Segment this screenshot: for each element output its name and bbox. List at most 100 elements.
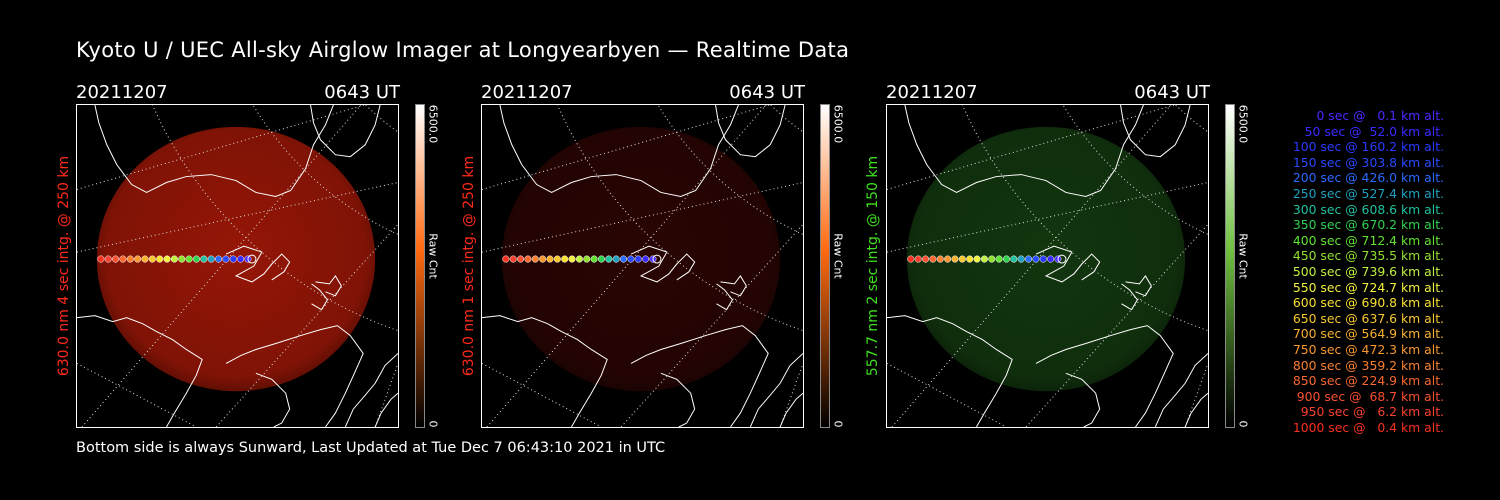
panel-3-map-svg (887, 105, 1208, 427)
coastline (482, 315, 608, 427)
coastline (779, 392, 803, 427)
trajectory-point (1047, 255, 1055, 263)
panel-1-time: 0643 UT (324, 82, 400, 103)
panel-3-cbar-max: 6500.0 (1236, 104, 1250, 144)
trajectory-point (914, 255, 922, 263)
panel-1-ylabel-text: 630.0 nm 4 sec intg. @ 250 km (56, 155, 72, 377)
panel-2-cbar-max: 6500.0 (831, 104, 845, 144)
panel-2-cbar-min: 0 (831, 420, 845, 428)
trajectory-point (995, 255, 1003, 263)
legend-entry: 0 sec @ 0.1 km alt. (1316, 108, 1444, 123)
panel-3-colorbar (1225, 104, 1235, 428)
trajectory-point (524, 255, 532, 263)
trajectory-point (988, 255, 996, 263)
trajectory-point (627, 255, 635, 263)
coastline (630, 245, 696, 283)
coastline (77, 315, 203, 427)
coastline (225, 325, 364, 427)
legend-entry: 50 sec @ 52.0 km alt. (1304, 123, 1444, 139)
coastline (315, 275, 342, 297)
coastline (715, 105, 786, 158)
trajectory-point (200, 255, 208, 263)
trajectory-point (922, 255, 930, 263)
panel-3-time: 0643 UT (1134, 82, 1210, 103)
legend-entry: 150 sec @ 303.8 km alt. (1292, 154, 1444, 170)
trajectory-point (229, 255, 237, 263)
trajectory-point (1017, 255, 1025, 263)
legend-entry: 650 sec @ 637.6 km alt. (1292, 310, 1444, 326)
coastline (904, 105, 1144, 197)
legend-entry: 750 sec @ 472.3 km alt. (1292, 341, 1444, 357)
coastline (310, 105, 381, 158)
coastline (1065, 372, 1101, 427)
trajectory-point (634, 255, 642, 263)
trajectory-point (980, 255, 988, 263)
coastline (499, 105, 739, 197)
trajectory-point (178, 255, 186, 263)
trajectory-point (1032, 255, 1040, 263)
trajectory-point (966, 255, 974, 263)
meridian-line (887, 105, 1176, 190)
coastline (94, 105, 334, 197)
trajectory-point (509, 255, 517, 263)
panel-3-cbar-unit: Raw Cnt (1236, 233, 1250, 279)
trajectory-point (237, 255, 245, 263)
coastline (1125, 275, 1152, 297)
panel-1-map-svg (77, 105, 398, 427)
legend-entry: 350 sec @ 670.2 km alt. (1292, 217, 1444, 233)
panel-3-cbar-min: 0 (1236, 420, 1250, 428)
meridian-line (620, 223, 803, 427)
meridian-line (215, 223, 398, 427)
trajectory-point (936, 255, 944, 263)
panel-2-map (481, 104, 804, 428)
trajectory-point (134, 255, 142, 263)
panel-3-ylabel: 557.7 nm 2 sec intg. @ 150 km (863, 104, 883, 428)
trajectory-point (1010, 255, 1018, 263)
trajectory-endpoint (247, 254, 257, 264)
meridian-line (891, 105, 1172, 427)
coastline (1120, 105, 1191, 158)
trajectory-point (502, 255, 510, 263)
panel-2-date: 20211207 (481, 82, 573, 103)
panel-1-cbar-min: 0 (426, 420, 440, 428)
trajectory-point (156, 255, 164, 263)
coastline (887, 315, 1013, 427)
coastline (225, 245, 291, 283)
legend-entry: 100 sec @ 160.2 km alt. (1292, 139, 1444, 155)
trajectory-point (605, 255, 613, 263)
legend-entry: 200 sec @ 426.0 km alt. (1292, 170, 1444, 186)
legend-entry: 500 sec @ 739.6 km alt. (1292, 263, 1444, 279)
legend-entry: 300 sec @ 608.6 km alt. (1292, 201, 1444, 217)
trajectory-point (642, 255, 650, 263)
coastline (1184, 392, 1208, 427)
trajectory-point (119, 255, 127, 263)
trajectory-point (104, 255, 112, 263)
meridian-line (482, 105, 771, 190)
coastline (374, 392, 398, 427)
panel-2-ylabel: 630.0 nm 1 sec intg. @ 250 km (459, 104, 479, 428)
trajectory-point (97, 255, 105, 263)
coastline (1154, 353, 1208, 427)
legend-entry: 450 sec @ 735.5 km alt. (1292, 248, 1444, 264)
coastline (1121, 283, 1139, 311)
coastline (660, 372, 696, 427)
coastline (1035, 245, 1101, 283)
legend-entry: 600 sec @ 690.8 km alt. (1292, 295, 1444, 311)
trajectory-point (561, 255, 569, 263)
trajectory-point (539, 255, 547, 263)
trajectory-point (1002, 255, 1010, 263)
panel-3-date: 20211207 (886, 82, 978, 103)
panel-3-ylabel-text: 557.7 nm 2 sec intg. @ 150 km (865, 155, 881, 377)
meridian-line (81, 105, 362, 427)
coastline (716, 283, 734, 311)
trajectory-point (619, 255, 628, 263)
trajectory-point (163, 255, 171, 263)
legend-entry: 250 sec @ 527.4 km alt. (1292, 185, 1444, 201)
trajectory-point (207, 255, 215, 263)
panel-1-cbar-unit: Raw Cnt (426, 233, 440, 279)
trajectory-point (568, 255, 576, 263)
panel-1-colorbar (415, 104, 425, 428)
trajectory-point (973, 255, 981, 263)
coastline (749, 353, 803, 427)
legend-entry: 550 sec @ 724.7 km alt. (1292, 279, 1444, 295)
